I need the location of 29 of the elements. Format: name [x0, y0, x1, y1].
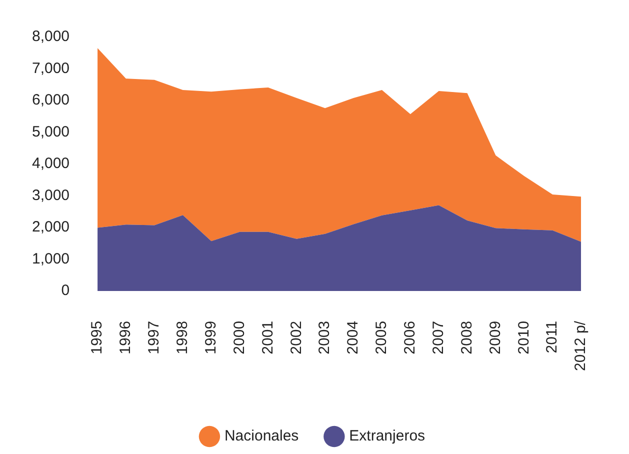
x-tick-label: 2001	[259, 320, 276, 354]
y-tick-label: 2,000	[32, 218, 70, 236]
x-tick-label: 1999	[202, 320, 220, 354]
y-tick-label: 7,000	[32, 60, 70, 77]
x-tick-label: 2009	[486, 320, 504, 354]
y-tick-label: 4,000	[32, 155, 70, 172]
y-tick-label: 1,000	[32, 250, 70, 268]
x-tick-label: 2004	[344, 320, 362, 354]
legend-label: Extranjeros	[349, 428, 426, 445]
x-tick-label: 1996	[117, 320, 134, 354]
x-tick-label: 2008	[458, 320, 476, 354]
x-tick-label: 2011	[544, 320, 561, 354]
x-tick-label: 1997	[146, 320, 163, 354]
y-tick-label: 0	[61, 282, 70, 300]
x-tick-label: 2002	[288, 320, 305, 354]
x-tick-label: 2006	[402, 320, 419, 354]
x-tick-label: 1998	[174, 320, 191, 354]
x-tick-label: 2012 p/	[572, 320, 590, 371]
legend-label: Nacionales	[224, 428, 299, 445]
x-tick-label: 2010	[515, 320, 532, 354]
y-tick-label: 5,000	[32, 123, 70, 140]
y-tick-label: 8,000	[32, 28, 70, 46]
x-tick-label: 1995	[88, 320, 106, 354]
x-tick-label: 2000	[230, 320, 248, 354]
x-tick-label: 2007	[430, 320, 447, 354]
x-tick-label: 2005	[373, 320, 390, 354]
y-tick-label: 3,000	[32, 186, 70, 204]
x-tick-label: 2003	[316, 320, 334, 354]
y-tick-label: 6,000	[32, 92, 70, 109]
